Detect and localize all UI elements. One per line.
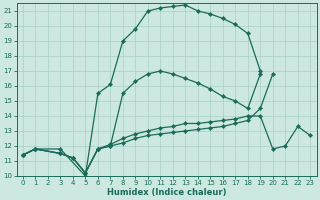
X-axis label: Humidex (Indice chaleur): Humidex (Indice chaleur) <box>107 188 226 197</box>
